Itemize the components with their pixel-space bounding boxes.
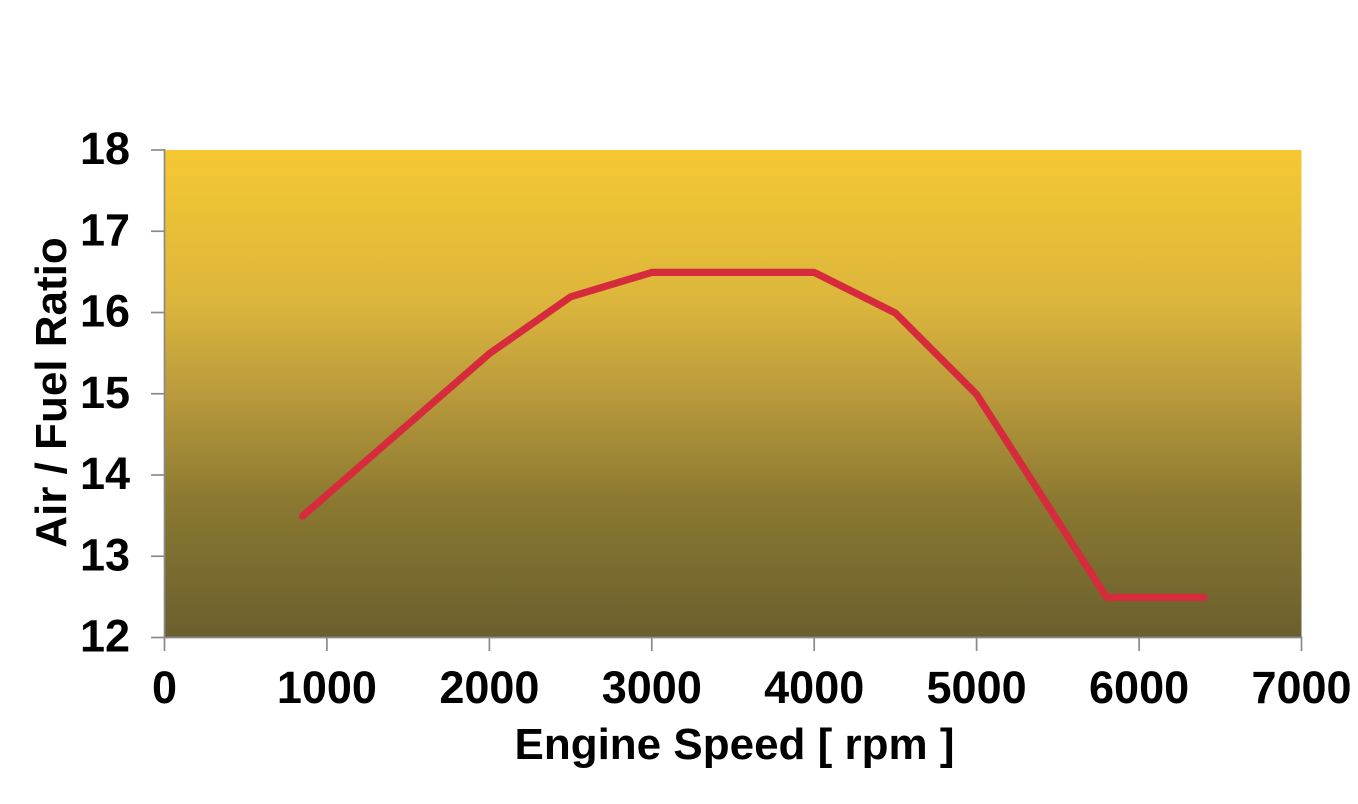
svg-text:14: 14 [80, 448, 130, 499]
svg-text:7000: 7000 [1251, 662, 1351, 713]
svg-text:3000: 3000 [602, 662, 702, 713]
svg-text:17: 17 [80, 205, 130, 256]
svg-text:0: 0 [152, 662, 177, 713]
svg-text:4000: 4000 [764, 662, 864, 713]
svg-text:12: 12 [80, 611, 130, 662]
svg-text:6000: 6000 [1089, 662, 1189, 713]
svg-text:18: 18 [80, 123, 130, 174]
svg-text:Air / Fuel Ratio: Air / Fuel Ratio [27, 237, 76, 547]
svg-text:5000: 5000 [927, 662, 1027, 713]
svg-text:13: 13 [80, 529, 130, 580]
svg-text:16: 16 [80, 286, 130, 337]
svg-text:15: 15 [80, 367, 130, 418]
svg-text:Engine Speed [ rpm ]: Engine Speed [ rpm ] [514, 720, 954, 769]
svg-text:2000: 2000 [439, 662, 539, 713]
svg-text:1000: 1000 [277, 662, 377, 713]
